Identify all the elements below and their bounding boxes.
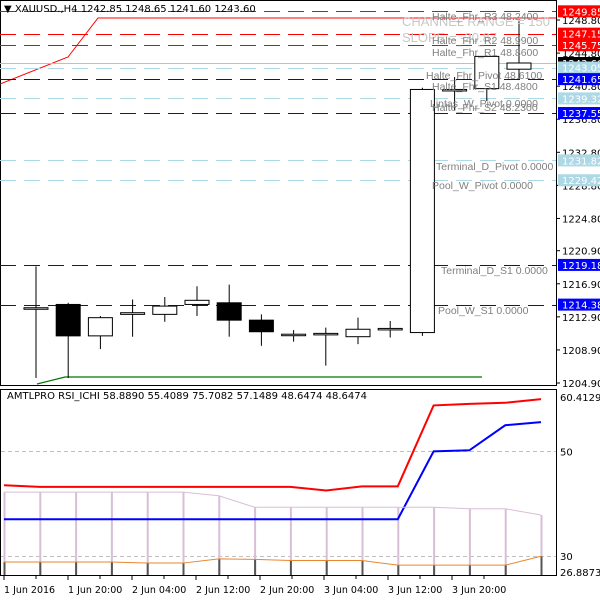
indicator-plot [1,398,556,575]
ohlc-close: 1243.60 [214,4,256,15]
price-tick: 1220.90 [562,247,600,258]
time-tick: 2 Jun 12:00 [196,585,250,596]
candle [248,314,274,346]
series-blue [4,421,542,521]
channel-line [0,17,556,85]
price-tick: 1236.80 [562,115,600,126]
time-tick: 3 Jun 20:00 [452,585,506,596]
candle [474,55,500,102]
axes: 1248.80 1244.80 1240.80 1236.80 1232.80 1228.… [3,5,600,596]
triangle-down-icon[interactable]: ▼ [4,4,12,15]
indicator-tick: 30 [560,552,573,563]
time-tick: 1 Jun 20:00 [68,585,122,596]
price-tag [558,5,600,18]
indicator-tick: 26.8873 [560,568,600,579]
price-tag [558,298,600,311]
candle [184,286,210,317]
level-label: Halte_Fhr_R3 48.2400 [432,11,538,23]
price-tag [558,154,600,167]
series-lilac [4,491,542,516]
series-orange [4,555,542,566]
green-line [36,376,482,385]
candle [409,87,435,336]
price-tick: 1212.90 [562,313,600,324]
price-tick: 1204.90 [562,379,600,390]
indicator-frame [0,389,557,576]
price-tag-value: 1214.38 [562,301,600,312]
price-tag-value: 1237.55 [562,109,600,120]
candle [313,327,339,366]
candle [506,21,532,80]
indicator-tick: 60.4129 [560,393,600,404]
price-tag-value: 1243.05 [562,64,600,75]
indicator-tick: 50 [560,447,573,458]
level-label: Terminal_D_Pivot 0.0000 [436,161,553,173]
level-label: Halte_Fhr_Pivot 48.6100 [426,70,542,82]
time-tick: 3 Jun 12:00 [388,585,442,596]
series-red [3,398,542,492]
level-label: Lintas_W_Pivot 0.0000 [430,98,538,110]
candle [216,284,242,337]
price-tick: 1244.80 [562,49,600,60]
time-tick: 2 Jun 20:00 [260,585,314,596]
time-tick: 3 Jun 04:00 [324,585,378,596]
level-label: Halte_Fhr_R2 48.9900 [432,35,538,47]
ohlc-low: 1241.60 [169,4,212,15]
watermark-text: CHANNEL RANGE = 150 [402,14,550,29]
time-tick: 1 Jun 2016 [4,585,55,596]
time-tick: 2 Jun 04:00 [132,585,186,596]
price-tag-value: 1231.82 [562,156,600,167]
ohlc-high: 1248.65 [125,4,167,15]
price-tick: 1232.80 [562,148,600,159]
price-tag [558,73,600,86]
price-tag-value: 1241.65 [562,75,600,86]
price-tag-value: 1249.85 [562,7,600,18]
price-tag-value: 1219.18 [562,261,600,272]
level-label: Halte_Fhr_S1 48.4800 [432,81,538,93]
price-tag [558,39,600,52]
price-tag [558,92,600,105]
level-label: Halte_Fhr_S2 48.2300 [432,102,538,114]
symbol-header[interactable]: ▼ XAUUSD.,H4 1242.85 1248.65 1241.60 124… [4,4,256,15]
candle [87,316,113,350]
price-tick: 1228.80 [562,181,600,192]
price-tick: 1248.80 [562,16,600,27]
candle [281,330,307,342]
level-label: Terminal_D_S1 0.0000 [441,265,548,277]
price-tick: 1240.80 [562,82,600,93]
candle [120,299,146,337]
level-label: Halte_Fhr_R1 48.8600 [432,47,538,59]
ohlc-open: 1242.85 [80,4,123,15]
candle [442,77,468,111]
candle [23,266,49,379]
price-tag-value: 1239.32 [562,94,600,105]
price-tag-value: 1247.15 [562,30,600,41]
indicator-header: AMTLPRO RSI_ICHI 58.8890 55.4089 75.7082… [7,391,368,402]
price-tag [558,174,600,187]
price-tag-value: 1229.42 [562,176,600,187]
price-tick: 1216.90 [562,280,600,291]
candle [345,317,371,345]
price-tag [558,27,600,40]
level-label: Pool_W_S1 0.0000 [438,305,529,317]
price-tick: 1224.80 [562,214,600,225]
candle [377,320,403,338]
price-tag [558,61,600,74]
level-label: Pool_W_Pivot 0.0000 [432,180,533,192]
price-tag-value: 1245.75 [562,41,600,52]
candle [152,297,178,322]
symbol-label: XAUUSD.,H4 [14,4,78,15]
price-tick: 1208.90 [562,346,600,357]
price-tag [558,258,600,271]
watermark-text: SLOPE = -20.87 [402,30,497,45]
candle [55,302,81,379]
price-tag [558,107,600,120]
